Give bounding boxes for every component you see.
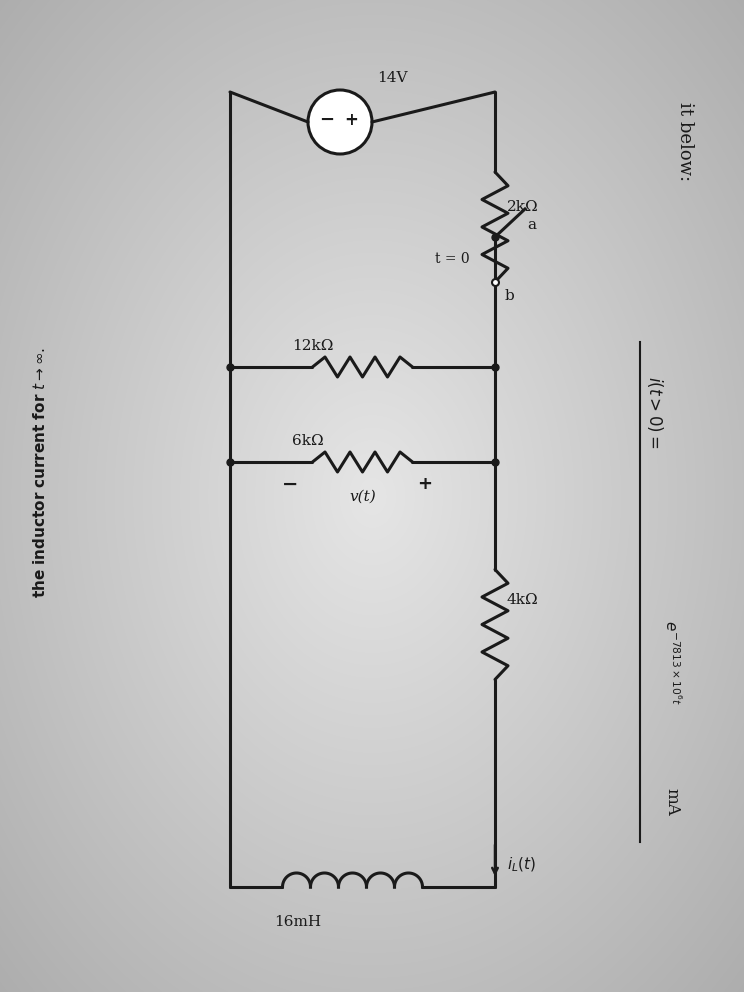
Text: b: b: [505, 289, 515, 303]
Text: $i(t>0)=$: $i(t>0)=$: [645, 376, 665, 448]
Text: mA: mA: [664, 788, 681, 815]
Text: 2kΩ: 2kΩ: [507, 200, 539, 214]
Text: +: +: [344, 111, 358, 129]
Circle shape: [308, 90, 372, 154]
Text: +: +: [417, 475, 432, 493]
Text: it below:: it below:: [676, 102, 694, 182]
Text: −: −: [282, 474, 298, 493]
Text: 4kΩ: 4kΩ: [507, 592, 539, 606]
Text: 16mH: 16mH: [274, 915, 321, 929]
Text: −: −: [319, 111, 335, 129]
Text: v(t): v(t): [349, 490, 376, 504]
Text: a: a: [527, 218, 536, 232]
Text: 14V: 14V: [377, 71, 408, 85]
Text: t = 0: t = 0: [435, 252, 469, 266]
Text: 12kΩ: 12kΩ: [292, 339, 334, 353]
Text: $i_L(t)$: $i_L(t)$: [507, 856, 536, 874]
Text: 6kΩ: 6kΩ: [292, 434, 324, 448]
Text: $e^{-7813\times10^{6}t}$: $e^{-7813\times10^{6}t}$: [661, 620, 682, 704]
Text: $\mathbf{the\ inductor\ current\ for}\ t \rightarrow \infty.$: $\mathbf{the\ inductor\ current\ for}\ t…: [32, 346, 48, 597]
